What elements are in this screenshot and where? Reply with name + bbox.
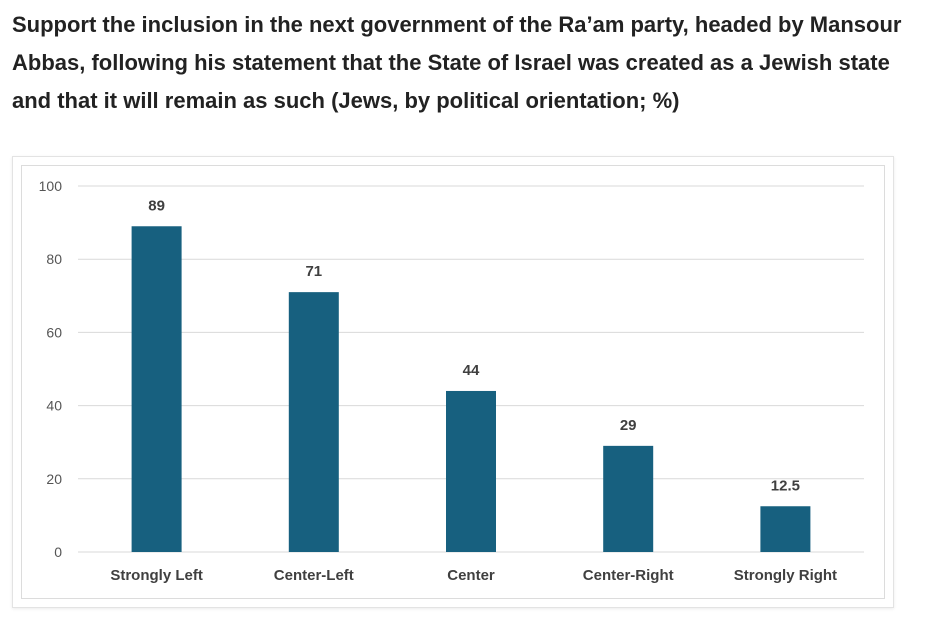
bar-chart: 0 20 40 60 80 100 89 Strongly Left 71 Center-Left… <box>39 178 864 584</box>
bar <box>131 226 182 552</box>
chart-card: 0 20 40 60 80 100 89 Strongly Left 71 Center-Left… <box>12 156 894 608</box>
bar <box>603 445 654 552</box>
x-category-label: Strongly Left <box>110 567 203 584</box>
data-label: 71 <box>305 263 322 280</box>
x-category-label: Center-Right <box>583 567 674 584</box>
x-category-label: Center-Left <box>274 567 354 584</box>
chart-plot-frame: 0 20 40 60 80 100 89 Strongly Left 71 Center-Left… <box>21 165 885 599</box>
x-category-label: Strongly Right <box>734 567 837 584</box>
data-label: 29 <box>620 417 637 434</box>
x-category-label: Center <box>447 567 495 584</box>
bar <box>446 390 496 552</box>
bar <box>760 506 811 552</box>
data-label: 89 <box>148 197 165 214</box>
y-tick-label: 40 <box>46 398 62 414</box>
y-tick-label: 20 <box>46 471 62 487</box>
data-label: 44 <box>463 362 480 379</box>
bar <box>288 292 339 552</box>
y-tick-label: 80 <box>46 251 62 267</box>
y-tick-label: 100 <box>39 178 63 194</box>
y-tick-label: 0 <box>54 544 62 560</box>
y-tick-label: 60 <box>46 324 62 340</box>
page-title: Support the inclusion in the next govern… <box>12 12 902 113</box>
data-label: 12.5 <box>771 477 800 494</box>
